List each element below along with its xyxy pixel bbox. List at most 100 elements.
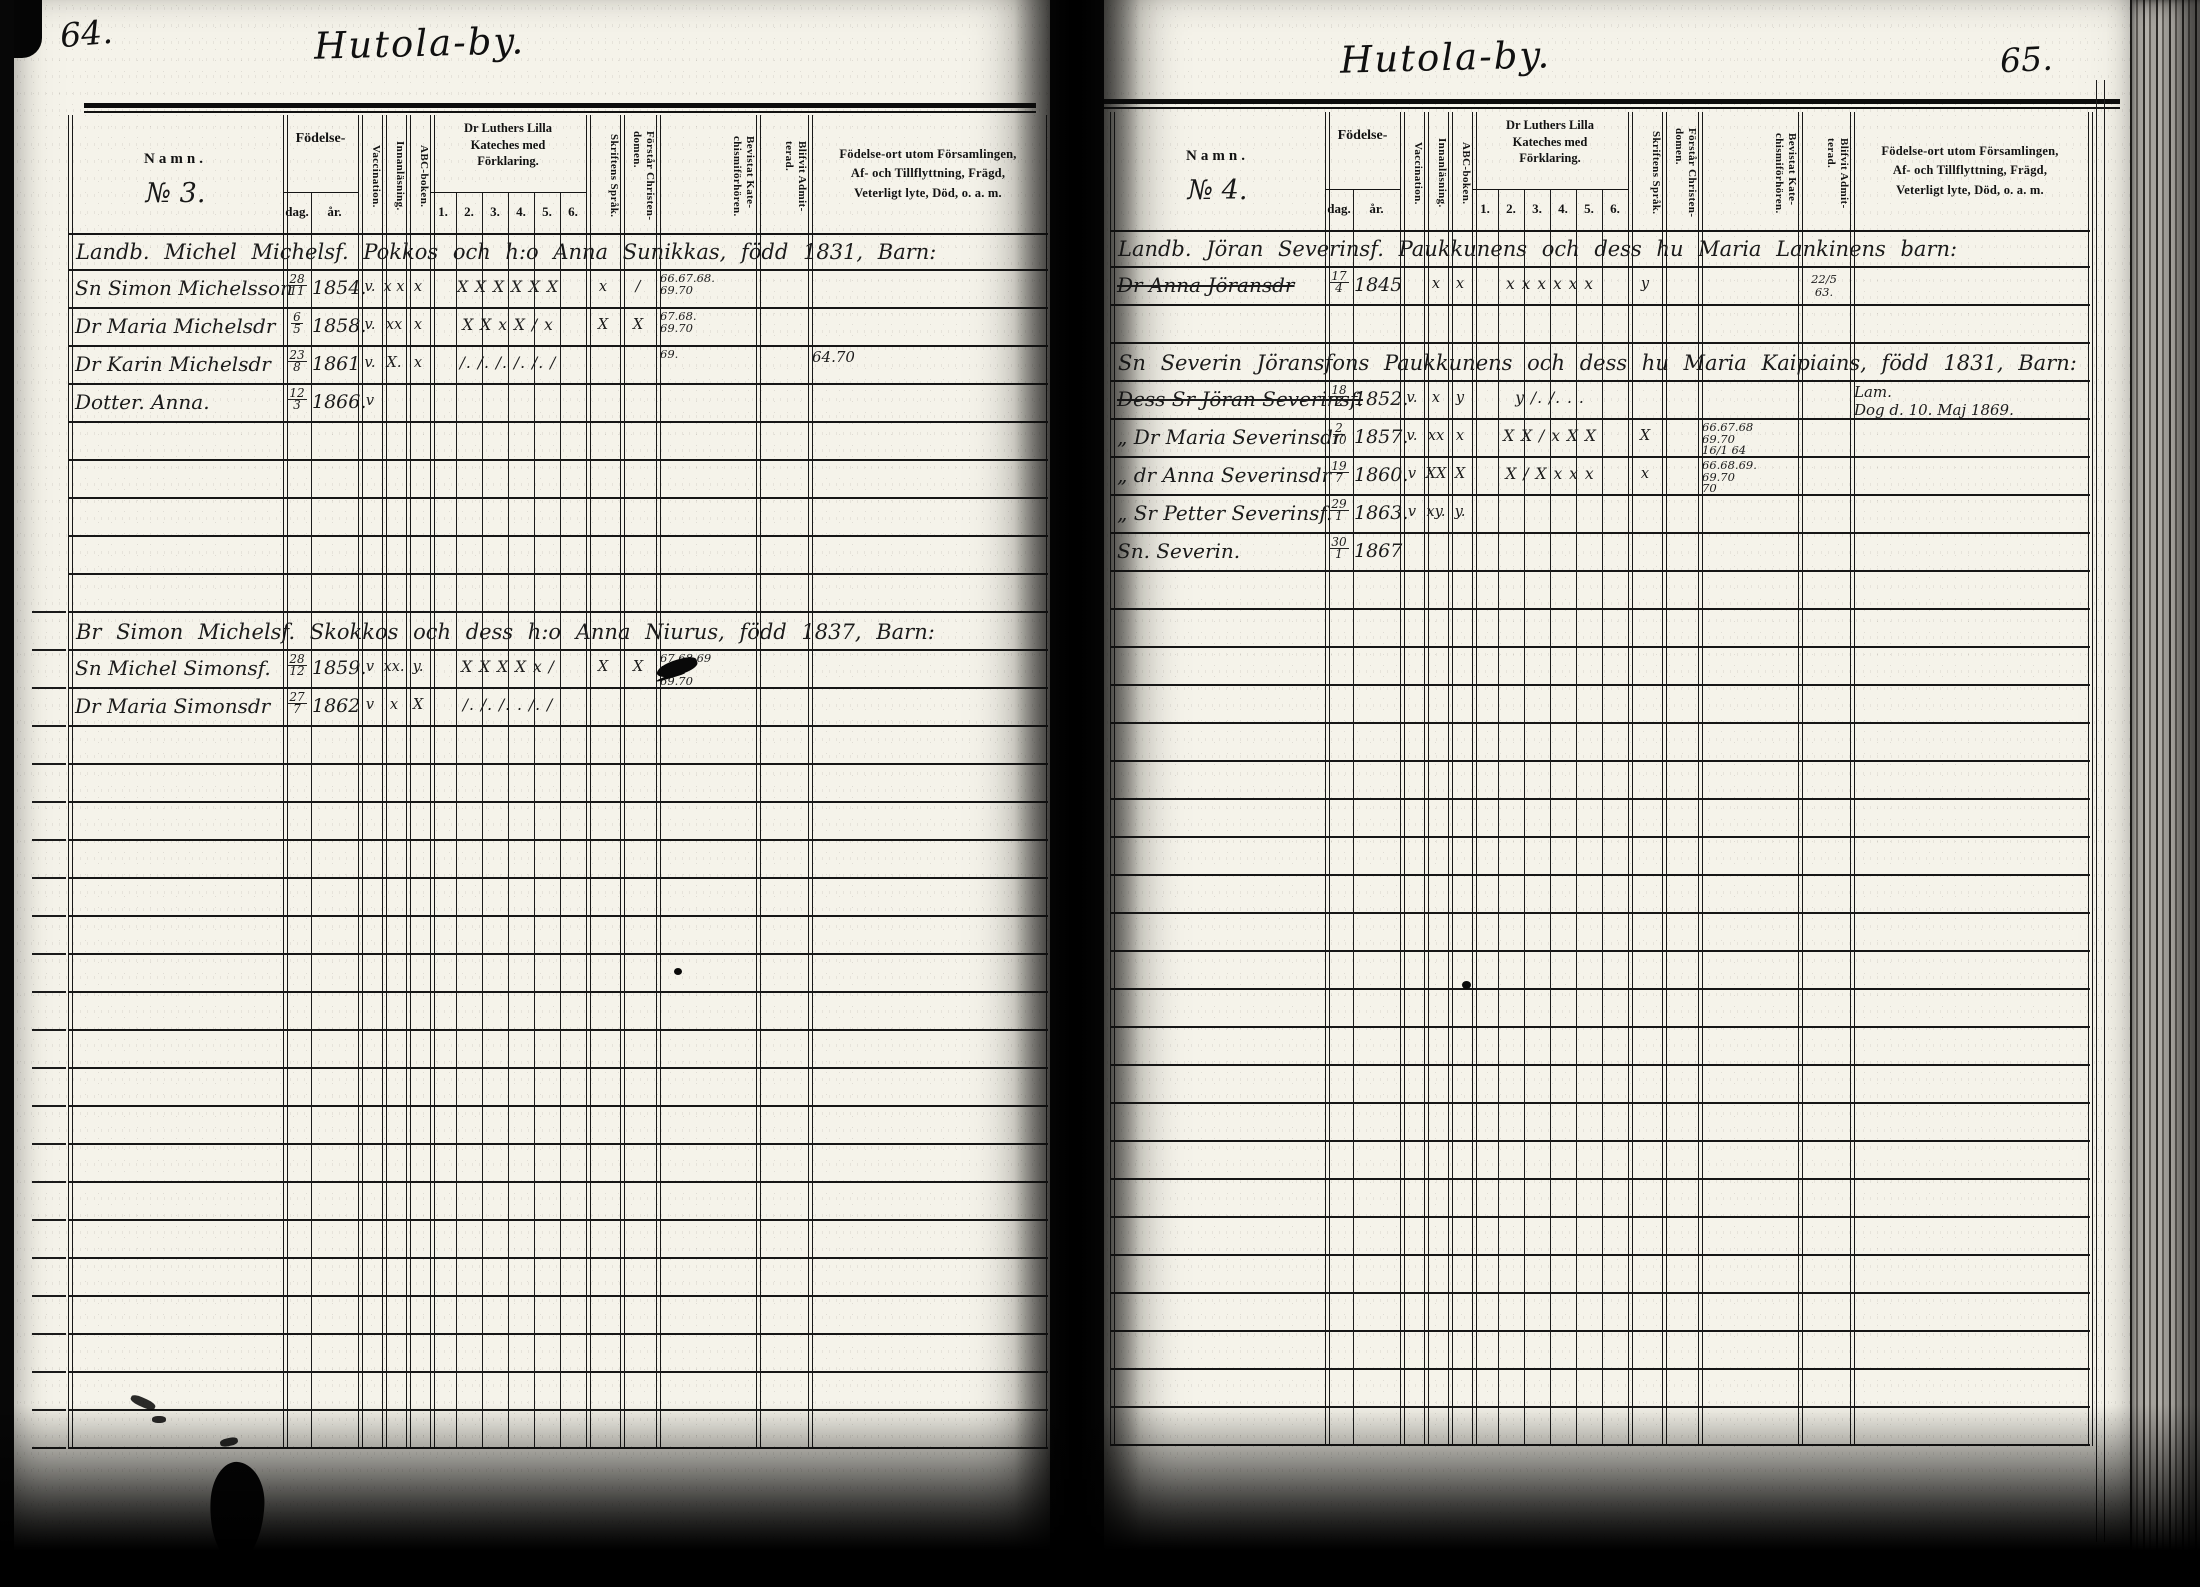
subcolumn-rule <box>1524 190 1525 1446</box>
column-header-dag: dag. <box>1327 201 1351 216</box>
subcolumn-rule <box>1498 190 1499 1446</box>
column-header-vaccination: Vaccination. <box>1400 112 1424 230</box>
entry-abc: X <box>1454 466 1466 482</box>
entry-vacc: v <box>1407 466 1417 482</box>
birth-month: 2 <box>1335 395 1343 409</box>
table-row: Sn. Severin. 30 1 1867 <box>1110 534 2090 572</box>
column-rule <box>406 115 411 1449</box>
entry-skrift: y <box>1640 276 1650 292</box>
table-row: Dr Anna Jöransdr 17 4 1845 x x x x x x x x y 22/… <box>1110 268 2090 306</box>
column-header-forstar-christendomen: Förstår Christen- domen. <box>1662 112 1698 230</box>
entry-vacc: v. <box>1406 390 1418 406</box>
column-rule <box>620 115 625 1449</box>
table-row: „ Sr Petter Severinsf. 29 1 1863. v xy. y. <box>1110 496 2090 534</box>
entry-year: 1854. <box>312 277 367 299</box>
entry-abc: y. <box>1454 504 1466 520</box>
column-header-skriftens-sprak: Skriftens Språk. <box>1628 112 1662 230</box>
column-rule <box>1662 112 1667 1446</box>
column-rule <box>1698 112 1703 1446</box>
table-row: Dr Maria Michelsdr 6 5 1858. v. xx x X X x X / … <box>68 309 1048 347</box>
vaccination-label: Vaccination. <box>370 144 382 208</box>
column-rule <box>808 115 813 1449</box>
subcolumn-rule <box>1576 190 1577 1446</box>
katekes-subheader: 1. 2. 3. 4. 5. 6. <box>1472 189 1628 230</box>
ink-blob <box>207 1460 267 1560</box>
entry-abc: x <box>1455 276 1465 292</box>
entry-name: Dess Sr Jöran Severinsf. <box>1117 387 1363 411</box>
abc-boken-label: ABC-boken. <box>418 144 430 208</box>
abc-boken-label: ABC-boken. <box>1460 141 1472 205</box>
column-header-abc-boken: ABC-boken. <box>1448 112 1472 230</box>
column-header-fodelse: Födelse- dag. år. <box>1325 112 1400 230</box>
column-rule <box>283 115 288 1449</box>
page-number: 64. <box>58 11 115 56</box>
column-header-innanlasning: Innanläsning. <box>382 115 406 233</box>
entry-year: 1867 <box>1354 540 1403 562</box>
birth-day: 17 <box>1329 269 1349 283</box>
katekes-subcolumn-label: 1. <box>438 204 448 219</box>
group-number: № 3. <box>145 178 206 209</box>
column-header-katekes: Dr Luthers Lilla Kateches med Förklaring… <box>1472 112 1628 230</box>
namn-label: Namn. <box>1186 148 1249 164</box>
column-rule <box>1110 112 1115 1446</box>
entry-year: 1845 <box>1354 274 1403 296</box>
column-header-blifvit-admitterad: Blifvit Admit- terad. <box>756 115 808 233</box>
birth-day: 18 <box>1329 383 1349 397</box>
column-header-skriftens-sprak: Skriftens Språk. <box>586 115 620 233</box>
entry-innan: xx <box>1427 428 1445 444</box>
katekes-subcolumn-label: 3. <box>1532 201 1542 216</box>
ink-blob <box>152 1416 166 1423</box>
subcolumn-rule <box>1602 190 1603 1446</box>
column-header-bevistat: Bevistat Kate- chismiförhören. <box>656 115 756 233</box>
right-page: 65. Hutola-by. Namn. № 4. Födelse- dag. … <box>1104 0 2130 1560</box>
entry-abc: X <box>412 697 424 713</box>
page-title: Hutola-by. <box>1339 33 1552 82</box>
fodelseort-label: Födelse-ort utom Församlingen, Af- och T… <box>839 146 1017 200</box>
family-header-line: Landb. Jöran Severinsf. Paukkunens och d… <box>1118 237 1958 261</box>
subcolumn-rule <box>1353 190 1354 1446</box>
column-rule <box>68 115 73 1449</box>
column-rule <box>1448 112 1453 1446</box>
table-row: Dr Maria Simonsdr 27 7 1862 v x X/. /. /. . /.… <box>68 689 1048 727</box>
entry-kat: X X x X / x <box>462 316 554 334</box>
entry-year: 1859. <box>312 657 367 679</box>
page-edge-line <box>2104 80 2105 1542</box>
birth-month: 4 <box>1335 281 1343 295</box>
entry-birth-date: 17 4 <box>1326 269 1352 295</box>
entry-bevistat: 69. <box>660 347 679 361</box>
left-page: 64. Hutola-by. Namn. № 3. Födelse- dag. … <box>14 0 1050 1560</box>
entry-forstar: X <box>632 317 644 333</box>
entry-year: 1863. <box>1354 502 1409 524</box>
table-header: Namn. № 3. Födelse- dag. år. Vaccination… <box>68 115 1048 235</box>
ink-blob <box>230 1540 237 1560</box>
birth-day: 6 <box>291 310 303 324</box>
namn-label: Namn. <box>144 151 207 167</box>
forstar-christendomen-label: Förstår Christen- domen. <box>1672 128 1698 218</box>
katekes-subcolumn-label: 6. <box>568 204 578 219</box>
birth-month: 3 <box>293 398 301 412</box>
entry-name: „ Dr Maria Severinsdr <box>1117 425 1343 449</box>
entry-innan: XX <box>1425 466 1447 482</box>
katekes-label: Dr Luthers Lilla Kateches med Förklaring… <box>1506 118 1594 165</box>
innanlasning-label: Innanläsning. <box>1436 138 1448 208</box>
entry-birth-date: 18 2 <box>1326 383 1352 409</box>
entry-skrift: X <box>597 659 609 675</box>
katekes-subcolumn-label: 2. <box>1506 201 1516 216</box>
bevistat-label: Bevistat Kate- chismiförhören. <box>730 135 756 217</box>
birth-day: 27 <box>287 690 307 704</box>
entry-note: Lam. Dog d. 10. Maj 1869. <box>1854 383 2084 420</box>
table-body: Landb. Michel Michelsf. Pokkos och h:o A… <box>68 233 1048 1449</box>
bevistat-label: Bevistat Kate- chismiförhören. <box>1772 132 1798 214</box>
entry-vacc: v. <box>364 355 376 371</box>
birth-month: 7 <box>1335 471 1343 485</box>
column-header-ar: år. <box>1369 201 1384 216</box>
column-rule <box>430 115 435 1449</box>
entry-bevistat: 66.67.68 69.70 16/1 64 <box>1702 420 1754 457</box>
subcolumn-rule <box>534 193 535 1449</box>
entry-abc: x <box>1455 428 1465 444</box>
column-header-namn: Namn. № 3. <box>68 115 283 233</box>
blifvit-admitterad-label: Blifvit Admit- terad. <box>782 140 808 212</box>
entry-skrift: X <box>597 317 609 333</box>
entry-abc: x <box>413 279 423 295</box>
